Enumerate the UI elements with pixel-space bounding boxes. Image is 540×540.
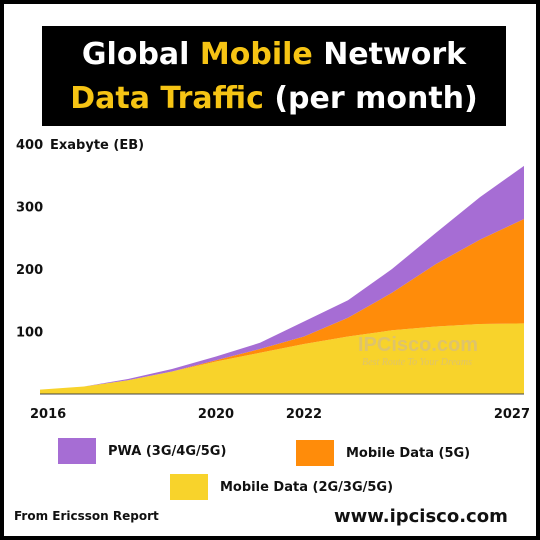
legend-label-mobile-2g-3g-5g: Mobile Data (2G/3G/5G) xyxy=(220,479,394,495)
title-text-global: Global xyxy=(81,37,200,72)
title-highlight-data-traffic: Data Traffic xyxy=(70,81,264,116)
x-tick-label: 2027 xyxy=(494,407,530,422)
title-text-network: Network xyxy=(312,37,467,72)
legend-item-mobile-2g-3g-5g: Mobile Data (2G/3G/5G) xyxy=(170,474,393,500)
title-line-1: Global Mobile Network xyxy=(42,33,506,77)
y-tick-label: 400 xyxy=(16,138,43,153)
title-line-2: Data Traffic (per month) xyxy=(42,77,506,121)
area-mobile-2g-3g-5g xyxy=(40,323,524,394)
legend-swatch-mobile-2g-3g-5g xyxy=(170,474,208,500)
x-tick-label: 2022 xyxy=(286,407,322,422)
title-highlight-mobile: Mobile xyxy=(199,37,313,72)
legend-label-mobile-5g: Mobile Data (5G) xyxy=(346,445,471,461)
y-axis-unit-label: Exabyte (EB) xyxy=(50,138,145,153)
legend-swatch-mobile-5g xyxy=(296,440,334,466)
x-tick-label: 2020 xyxy=(198,407,234,422)
website-url: www.ipcisco.com xyxy=(334,506,508,527)
source-note: From Ericsson Report xyxy=(14,509,159,523)
y-tick-label: 200 xyxy=(16,263,43,278)
x-tick-label: 2016 xyxy=(30,407,66,422)
area-chart: 100 200 300 400 2016 2020 2022 2027 xyxy=(16,138,530,422)
title-banner: Global Mobile Network Data Traffic (per … xyxy=(42,26,506,126)
y-tick-label: 300 xyxy=(16,201,43,216)
title-text-per-month: (per month) xyxy=(263,81,478,116)
y-tick-label: 100 xyxy=(16,326,43,341)
legend-item-pwa: PWA (3G/4G/5G) xyxy=(58,438,226,464)
legend-label-pwa: PWA (3G/4G/5G) xyxy=(108,443,227,459)
area-mobile-5g xyxy=(40,219,524,390)
legend-swatch-pwa xyxy=(58,438,96,464)
legend-item-mobile-5g: Mobile Data (5G) xyxy=(296,440,470,466)
